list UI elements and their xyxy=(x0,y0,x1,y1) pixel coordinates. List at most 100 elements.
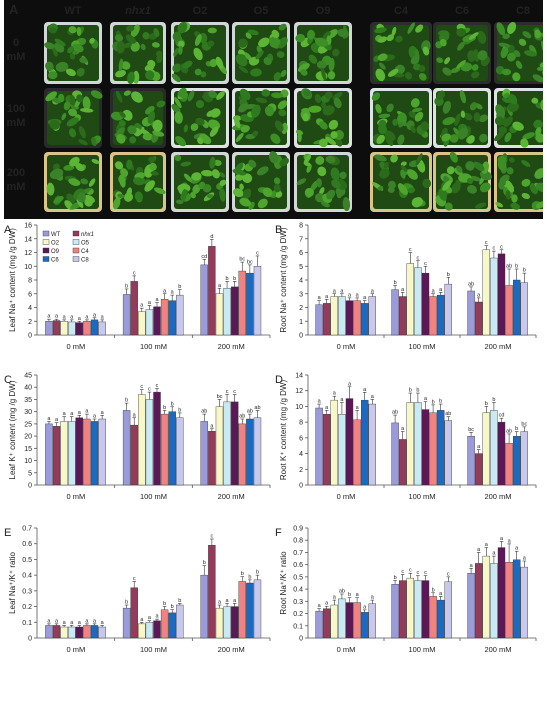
plant-pot xyxy=(44,22,102,84)
bar-nhx1 xyxy=(474,301,483,336)
leaf xyxy=(475,202,487,209)
leaf xyxy=(209,156,216,169)
leaf xyxy=(174,154,182,162)
leaf xyxy=(422,178,432,189)
leaf xyxy=(332,92,343,100)
leaf xyxy=(264,105,274,117)
bar-O9 xyxy=(230,286,239,336)
leaf xyxy=(116,134,126,144)
bar-O2 xyxy=(406,577,415,639)
bar-WT xyxy=(315,304,323,336)
y-tick-label: 4 xyxy=(28,305,32,312)
leaf xyxy=(178,91,189,99)
bar-nhx1 xyxy=(130,281,138,336)
leaf xyxy=(142,32,150,40)
significance-letter: b xyxy=(203,560,206,566)
leaf xyxy=(122,109,133,121)
leaf xyxy=(173,47,179,57)
leaf xyxy=(78,139,88,146)
leaf xyxy=(444,202,453,211)
leaf xyxy=(88,178,96,187)
leaf xyxy=(125,34,136,44)
leaf xyxy=(495,202,504,208)
leaf xyxy=(120,168,129,177)
leaf xyxy=(147,59,156,68)
leaf xyxy=(496,22,506,36)
leaf xyxy=(325,155,336,164)
bar-C8 xyxy=(444,283,453,336)
y-tick-label: 8 xyxy=(299,223,303,230)
leaf xyxy=(45,91,58,102)
bar-WT xyxy=(45,321,53,336)
leaf xyxy=(257,198,268,209)
leaf xyxy=(69,94,76,106)
legend-label: O2 xyxy=(51,240,60,246)
leaf xyxy=(473,161,485,172)
y-tick-label: 0.8 xyxy=(293,538,303,545)
bar-nhx1 xyxy=(398,439,407,486)
significance-letter: ab xyxy=(506,264,512,270)
bar-WT xyxy=(45,423,53,486)
leaf xyxy=(75,162,84,172)
bar-C8 xyxy=(176,604,184,639)
bar-nhx1 xyxy=(52,625,61,639)
significance-letter: c xyxy=(424,261,427,267)
y-tick-label: 8 xyxy=(28,278,32,285)
significance-letter: a xyxy=(356,292,360,298)
leaf xyxy=(248,159,257,168)
significance-letter: a xyxy=(401,426,405,432)
bar-O2 xyxy=(60,626,68,639)
bar-C8 xyxy=(520,566,529,639)
leaf xyxy=(337,29,349,38)
leaf xyxy=(441,133,451,142)
leaf xyxy=(520,138,529,148)
significance-letter: b xyxy=(125,398,128,404)
leaf xyxy=(123,42,132,48)
leaf xyxy=(407,169,418,180)
y-tick-label: 14 xyxy=(295,373,303,380)
leaf xyxy=(463,112,473,121)
leaf xyxy=(315,156,325,165)
leaf xyxy=(178,40,185,48)
leaf xyxy=(407,22,415,34)
bar-C4 xyxy=(505,443,513,486)
leaf xyxy=(148,156,155,163)
bar-C8 xyxy=(368,603,376,639)
significance-letter: bc xyxy=(521,421,527,427)
significance-letter: c xyxy=(493,246,496,252)
leaf xyxy=(408,110,417,119)
significance-letter: a xyxy=(439,591,443,597)
leaf xyxy=(415,153,423,166)
significance-letter: c xyxy=(417,255,420,261)
y-tick-label: 20 xyxy=(24,434,32,441)
bar-O9 xyxy=(497,421,506,486)
significance-letter: ab xyxy=(247,409,253,415)
leaf xyxy=(371,92,381,101)
significance-letter: a xyxy=(148,300,152,306)
leaf xyxy=(451,182,461,194)
leaf xyxy=(494,131,505,142)
y-axis-label: Leaf Na⁺ content (mg /g DW) xyxy=(8,228,17,332)
significance-letter: a xyxy=(140,617,144,623)
significance-letter: b xyxy=(394,575,397,581)
bar-C8 xyxy=(444,581,453,639)
leaf xyxy=(404,72,413,80)
bar-C4 xyxy=(83,418,91,486)
significance-letter: bc xyxy=(239,257,245,263)
significance-letter: a xyxy=(78,620,82,626)
bar-WT xyxy=(391,422,399,486)
leaf xyxy=(392,118,399,126)
bar-O5 xyxy=(338,414,346,486)
leaf xyxy=(232,188,244,198)
leaf xyxy=(391,26,397,36)
leaf xyxy=(477,50,488,61)
leaf xyxy=(46,182,55,196)
leaf xyxy=(319,121,328,130)
leaf xyxy=(276,51,285,59)
significance-letter: b xyxy=(241,571,244,577)
leaf xyxy=(439,38,447,47)
significance-letter: ab xyxy=(239,414,245,420)
significance-letter: a xyxy=(325,294,329,300)
x-category-label: 200 mM xyxy=(218,342,245,351)
leaf xyxy=(278,109,287,117)
